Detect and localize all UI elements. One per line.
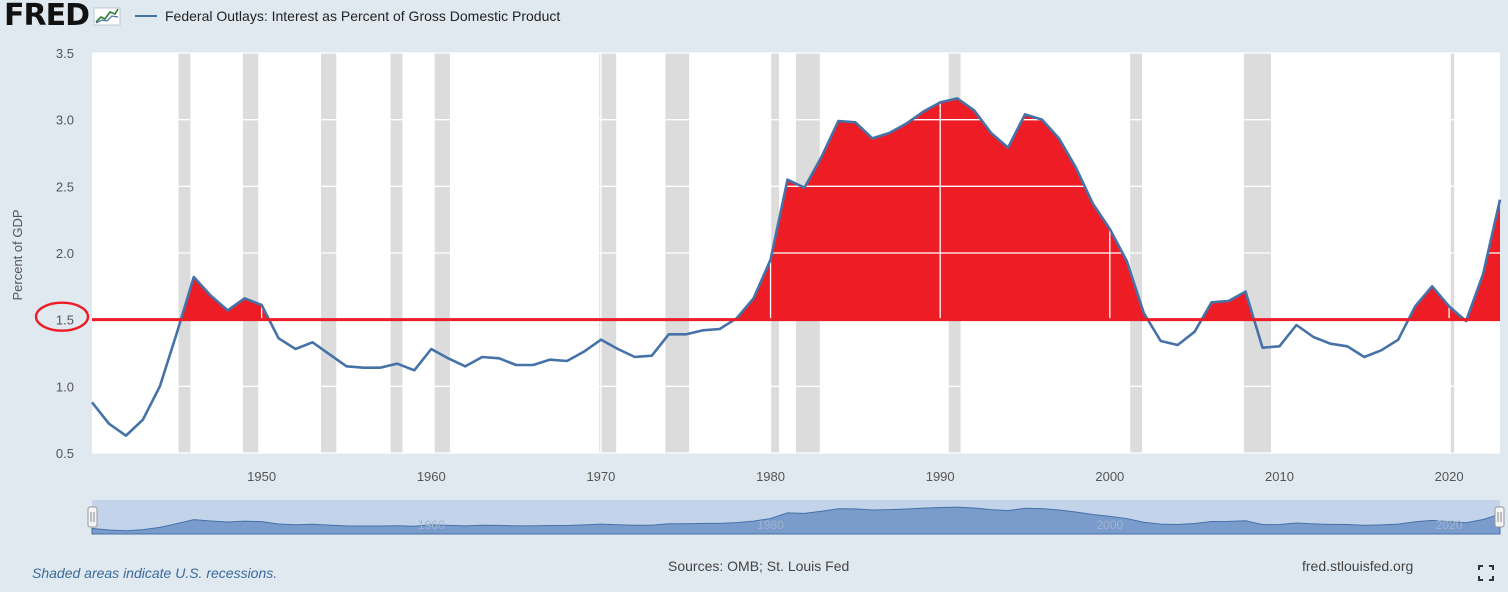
navigator-handle-right[interactable]	[1494, 506, 1505, 528]
x-tick-label: 1950	[247, 469, 276, 484]
site-link[interactable]: fred.stlouisfed.org	[1302, 558, 1414, 574]
y-tick-label: 2.5	[56, 179, 74, 194]
recession-note: Shaded areas indicate U.S. recessions.	[32, 565, 278, 581]
highlight-area	[180, 98, 1501, 320]
fullscreen-icon[interactable]	[1478, 565, 1494, 581]
series-line	[90, 97, 1502, 437]
range-navigator[interactable]: 1960 1980 2000 2020	[87, 500, 1505, 535]
x-tick-label: 1960	[417, 469, 446, 484]
fred-logo[interactable]: FRED	[4, 0, 90, 33]
y-tick-label: 0.5	[56, 446, 74, 461]
highlight-area-fill	[180, 98, 1501, 320]
x-tick-label: 1970	[586, 469, 615, 484]
mini-line-chart-icon	[93, 7, 121, 26]
x-tick-label: 2000	[1095, 469, 1124, 484]
series-line-path	[90, 97, 1502, 437]
legend-swatch	[135, 15, 157, 17]
x-tick-label: 2020	[1435, 469, 1464, 484]
x-tick-label: 2010	[1265, 469, 1294, 484]
navigator-tick-label: 2000	[1096, 518, 1123, 532]
y-tick-label: 2.0	[56, 246, 74, 261]
threshold-marker	[34, 301, 1500, 332]
navigator-series	[91, 506, 1501, 535]
navigator-tick-label: 2020	[1436, 518, 1463, 532]
chart-header: FRED Federal Outlays: Interest as Percen…	[4, 0, 560, 32]
navigator-tick-label: 1980	[757, 518, 784, 532]
sources-text: Sources: OMB; St. Louis Fed	[668, 558, 850, 574]
y-axis-label: Percent of GDP	[10, 209, 25, 300]
navigator-handle-left[interactable]	[87, 506, 98, 528]
y-axis-ticks: 0.5 1.0 1.5 2.0 2.5 3.0 3.5	[56, 46, 74, 461]
navigator-tick-label: 1960	[418, 518, 445, 532]
threshold-circle-marker	[34, 301, 90, 332]
x-tick-label: 1990	[926, 469, 955, 484]
x-axis-ticks: 1950 1960 1970 1980 1990 2000 2010 2020	[247, 469, 1463, 484]
x-tick-label: 1980	[756, 469, 785, 484]
legend-label: Federal Outlays: Interest as Percent of …	[165, 8, 561, 24]
y-tick-label: 1.5	[56, 313, 74, 328]
y-tick-label: 1.0	[56, 379, 74, 394]
y-tick-label: 3.5	[56, 46, 74, 61]
y-tick-label: 3.0	[56, 113, 74, 128]
